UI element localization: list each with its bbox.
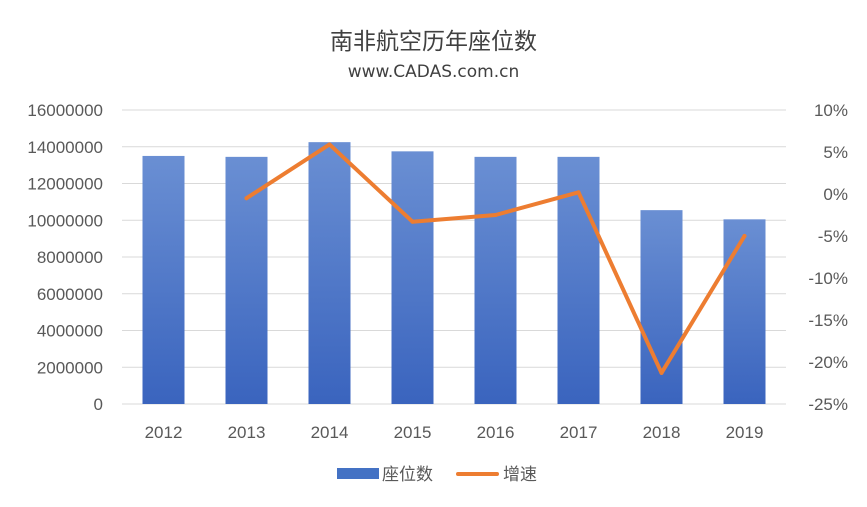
y-right-tick-label: -25% bbox=[808, 395, 848, 414]
bar bbox=[723, 219, 766, 404]
y-left-tick-label: 10000000 bbox=[27, 211, 103, 230]
x-tick-label: 2016 bbox=[477, 423, 515, 442]
y-left-tick-label: 6000000 bbox=[37, 285, 103, 304]
line-point bbox=[327, 142, 332, 147]
bar bbox=[474, 156, 517, 404]
y-left-tick-label: 2000000 bbox=[37, 358, 103, 377]
bar bbox=[391, 151, 434, 404]
chart-subtitle: www.CADAS.com.cn bbox=[347, 62, 520, 82]
y-right-tick-label: 0% bbox=[823, 185, 848, 204]
y-left-tick-label: 16000000 bbox=[27, 101, 103, 120]
legend-label: 增速 bbox=[503, 465, 537, 485]
line-point bbox=[410, 219, 415, 224]
y-right-tick-label: -15% bbox=[808, 311, 848, 330]
y-right-tick-label: 10% bbox=[814, 101, 848, 120]
y-left-tick-label: 8000000 bbox=[37, 248, 103, 267]
line-point bbox=[742, 234, 747, 238]
y-right-tick-label: -5% bbox=[818, 227, 848, 246]
line-point bbox=[659, 370, 664, 375]
y-right-tick-label: -20% bbox=[808, 353, 848, 372]
x-tick-label: 2015 bbox=[394, 423, 432, 442]
line-point bbox=[493, 213, 498, 217]
bar bbox=[308, 142, 351, 404]
line-point bbox=[244, 196, 249, 201]
bar bbox=[225, 156, 268, 404]
x-tick-label: 2018 bbox=[643, 423, 681, 442]
y-left-tick-label: 14000000 bbox=[27, 138, 103, 157]
chart-title: 南非航空历年座位数 bbox=[330, 29, 537, 55]
y-left-tick-label: 0 bbox=[94, 395, 103, 414]
y-left-tick-label: 12000000 bbox=[27, 175, 103, 194]
x-tick-label: 2019 bbox=[726, 423, 764, 442]
legend-bar-swatch bbox=[337, 468, 379, 479]
bar bbox=[142, 155, 185, 404]
x-tick-label: 2014 bbox=[311, 423, 349, 442]
bar bbox=[640, 210, 683, 404]
y-left-tick-label: 4000000 bbox=[37, 322, 103, 341]
line-point bbox=[576, 190, 581, 195]
x-tick-label: 2017 bbox=[560, 423, 598, 442]
x-tick-label: 2012 bbox=[145, 423, 183, 442]
x-tick-label: 2013 bbox=[228, 423, 266, 442]
y-right-tick-label: 5% bbox=[823, 143, 848, 162]
legend-label: 座位数 bbox=[382, 465, 433, 485]
y-right-tick-label: -10% bbox=[808, 269, 848, 288]
